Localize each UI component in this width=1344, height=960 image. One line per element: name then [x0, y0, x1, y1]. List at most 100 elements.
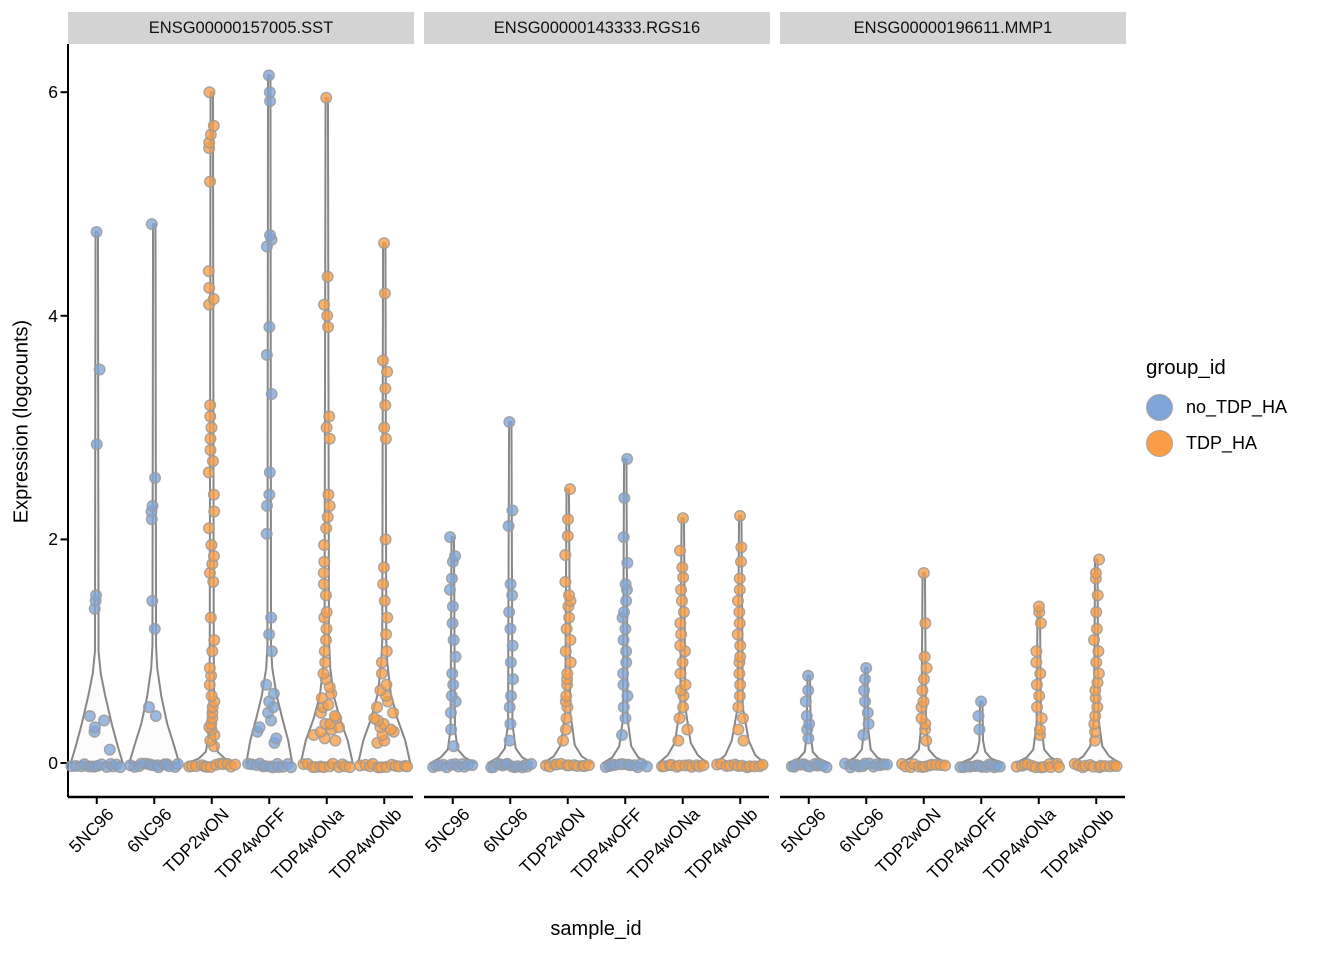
- data-point: [564, 483, 577, 496]
- legend-label: no_TDP_HA: [1186, 397, 1288, 417]
- legend-swatch-no-tdp-ha-icon: [1146, 394, 1173, 421]
- data-point: [621, 452, 634, 465]
- data-point: [858, 684, 871, 697]
- data-point: [975, 695, 988, 708]
- data-point: [321, 309, 334, 322]
- data-point: [564, 634, 577, 647]
- data-point: [267, 687, 280, 700]
- data-point: [561, 513, 574, 526]
- data-point: [939, 759, 952, 772]
- data-point: [617, 701, 630, 714]
- data-point: [380, 628, 393, 641]
- data-point: [317, 667, 330, 680]
- data-point: [1053, 761, 1066, 774]
- data-point: [561, 667, 574, 680]
- data-point: [202, 265, 215, 278]
- data-point: [377, 561, 390, 574]
- data-point: [261, 499, 274, 512]
- data-point: [735, 555, 748, 568]
- data-point: [146, 594, 159, 607]
- facet-title: ENSG00000196611.MMP1: [853, 18, 1053, 37]
- x-axis-title: sample_id: [550, 918, 642, 940]
- data-point: [447, 740, 460, 753]
- data-point: [1092, 667, 1105, 680]
- violin: [128, 223, 181, 764]
- data-point: [1093, 553, 1106, 566]
- data-point: [560, 689, 573, 702]
- data-point: [204, 399, 217, 412]
- data-point: [677, 701, 690, 714]
- data-point: [1034, 617, 1047, 630]
- data-point: [560, 712, 573, 725]
- data-point: [98, 714, 111, 727]
- data-point: [919, 617, 932, 630]
- data-point: [447, 634, 460, 647]
- data-point: [375, 667, 388, 680]
- data-point: [676, 561, 689, 574]
- data-point: [799, 695, 812, 708]
- data-point: [114, 761, 127, 774]
- data-point: [559, 723, 572, 736]
- data-point: [204, 175, 217, 188]
- data-point: [862, 717, 875, 730]
- data-point: [559, 549, 572, 562]
- data-point: [506, 639, 519, 652]
- data-point: [1110, 760, 1123, 773]
- data-point: [265, 611, 278, 624]
- data-point: [861, 706, 874, 719]
- facet-strip: ENSG00000196611.MMP1: [780, 12, 1126, 44]
- data-point: [380, 678, 393, 691]
- data-point: [561, 530, 574, 543]
- data-point: [674, 639, 687, 652]
- data-point: [149, 471, 162, 484]
- data-point: [206, 645, 219, 658]
- data-point: [285, 761, 298, 774]
- data-point: [618, 492, 631, 505]
- data-point: [90, 589, 103, 602]
- data-point: [733, 583, 746, 596]
- data-point: [371, 701, 384, 714]
- data-point: [676, 656, 689, 669]
- data-point: [504, 717, 517, 730]
- data-point: [857, 729, 870, 742]
- data-point: [103, 743, 116, 756]
- violin: [245, 74, 294, 764]
- data-point: [321, 270, 334, 283]
- data-point: [329, 734, 342, 747]
- data-point: [207, 488, 220, 501]
- data-point: [83, 710, 96, 723]
- data-point: [737, 734, 750, 747]
- data-point: [204, 443, 217, 456]
- data-point: [802, 669, 815, 682]
- data-point: [260, 678, 273, 691]
- legend: group_id no_TDP_HA TDP_HA: [1146, 356, 1287, 466]
- data-point: [317, 578, 330, 591]
- violin: [69, 230, 124, 764]
- facet-title: ENSG00000143333.RGS16: [493, 18, 701, 37]
- data-point: [149, 710, 162, 723]
- data-point: [443, 583, 456, 596]
- data-point: [265, 645, 278, 658]
- data-point: [260, 527, 273, 540]
- data-point: [379, 399, 392, 412]
- data-point: [640, 760, 653, 773]
- legend-item: TDP_HA: [1146, 430, 1287, 457]
- data-point: [1089, 566, 1102, 579]
- data-point: [1034, 667, 1047, 680]
- data-point: [917, 695, 930, 708]
- data-point: [375, 656, 388, 669]
- y-tick-label: 4: [48, 305, 58, 326]
- data-point: [323, 410, 336, 423]
- data-point: [802, 684, 815, 697]
- data-point: [320, 606, 333, 619]
- data-point: [564, 656, 577, 669]
- data-point: [1090, 622, 1103, 635]
- data-point: [559, 645, 572, 658]
- data-point: [756, 758, 769, 771]
- data-point: [915, 712, 928, 725]
- data-point: [880, 758, 893, 771]
- data-point: [320, 421, 333, 434]
- data-point: [148, 622, 161, 635]
- data-point: [503, 606, 516, 619]
